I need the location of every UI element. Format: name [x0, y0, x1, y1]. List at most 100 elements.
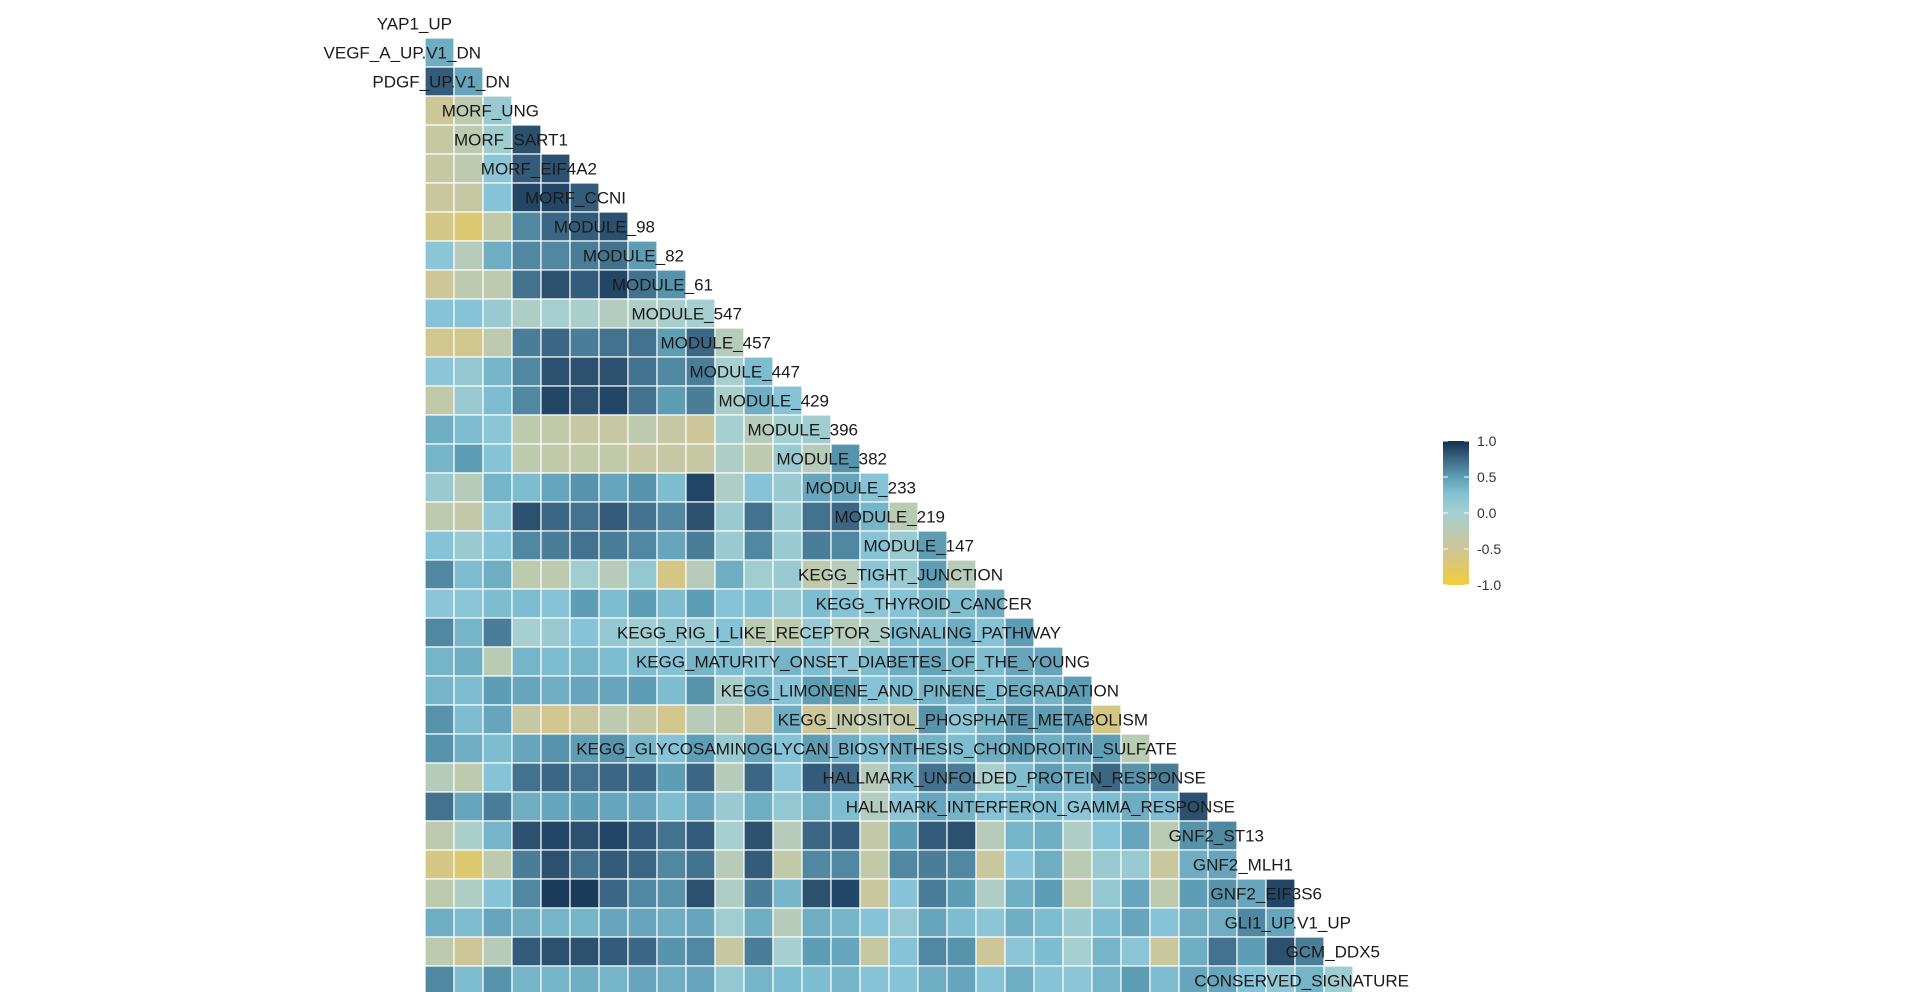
legend-tick-label: 1.0 — [1477, 433, 1497, 449]
heatmap-cell — [598, 936, 629, 967]
heatmap-cell — [540, 675, 571, 706]
heatmap-cell — [1120, 820, 1151, 851]
heatmap-cell — [1265, 878, 1296, 909]
heatmap-cell — [482, 385, 513, 416]
heatmap-cell — [598, 965, 629, 992]
heatmap-cell — [801, 472, 832, 503]
heatmap-cell — [685, 472, 716, 503]
heatmap-cell — [540, 936, 571, 967]
heatmap-cell — [569, 182, 600, 213]
heatmap-cell — [714, 443, 745, 474]
heatmap-cell — [627, 907, 658, 938]
heatmap-cell — [1207, 907, 1238, 938]
heatmap-cell — [482, 327, 513, 358]
heatmap-cell — [1033, 820, 1064, 851]
heatmap-cell — [946, 675, 977, 706]
heatmap-cell — [830, 443, 861, 474]
heatmap-cell — [1033, 936, 1064, 967]
heatmap-cell — [1033, 646, 1064, 677]
variable-label: KEGG_MATURITY_ONSET_DIABETES_OF_THE_YOUN… — [636, 653, 1090, 672]
heatmap-cell — [656, 414, 687, 445]
heatmap-cell — [1062, 936, 1093, 967]
heatmap-cell — [656, 791, 687, 822]
heatmap-cell — [569, 878, 600, 909]
heatmap-cell — [685, 849, 716, 880]
heatmap-cell — [482, 878, 513, 909]
heatmap-cell — [482, 820, 513, 851]
heatmap-cell — [627, 472, 658, 503]
heatmap-cell — [917, 936, 948, 967]
heatmap-cell — [453, 907, 484, 938]
heatmap-cell — [714, 356, 745, 387]
heatmap-cell — [714, 501, 745, 532]
heatmap-cell — [859, 907, 890, 938]
heatmap-cell — [540, 385, 571, 416]
heatmap-cell — [714, 704, 745, 735]
heatmap-cell — [714, 472, 745, 503]
variable-label: PDGF_UP.V1_DN — [372, 73, 510, 92]
heatmap-cell — [569, 530, 600, 561]
heatmap-cell — [1149, 878, 1180, 909]
heatmap-cell — [598, 617, 629, 648]
heatmap-cell — [917, 791, 948, 822]
heatmap-cell — [888, 588, 919, 619]
heatmap-cell — [511, 820, 542, 851]
heatmap-cell — [569, 385, 600, 416]
heatmap-cell — [627, 240, 658, 271]
heatmap-cell — [685, 501, 716, 532]
heatmap-cell — [801, 849, 832, 880]
heatmap-cell — [424, 356, 455, 387]
heatmap-cell — [946, 646, 977, 677]
heatmap-cell — [917, 588, 948, 619]
heatmap-cell — [424, 762, 455, 793]
heatmap-cell — [569, 675, 600, 706]
heatmap-cell — [482, 965, 513, 992]
heatmap-cell — [714, 762, 745, 793]
heatmap-cell — [975, 820, 1006, 851]
legend-tick-label: 0.0 — [1477, 505, 1497, 521]
heatmap-cell — [540, 501, 571, 532]
heatmap-cell — [772, 588, 803, 619]
heatmap-cell — [743, 849, 774, 880]
heatmap-cell — [540, 414, 571, 445]
heatmap-cell — [627, 675, 658, 706]
heatmap-cell — [569, 501, 600, 532]
heatmap-cell — [569, 211, 600, 242]
heatmap-cell — [598, 907, 629, 938]
heatmap-cell — [714, 820, 745, 851]
heatmap-cell — [540, 907, 571, 938]
heatmap-cell — [598, 530, 629, 561]
heatmap-cell — [1236, 965, 1267, 992]
heatmap-cell — [569, 559, 600, 590]
heatmap-cell — [946, 965, 977, 992]
heatmap-cell — [540, 588, 571, 619]
variable-label: MODULE_396 — [747, 421, 858, 440]
heatmap-cell — [482, 791, 513, 822]
heatmap-cell — [772, 501, 803, 532]
heatmap-cell — [482, 501, 513, 532]
heatmap-cell — [424, 936, 455, 967]
heatmap-cell — [540, 182, 571, 213]
heatmap-cell — [453, 588, 484, 619]
heatmap-cell — [511, 559, 542, 590]
variable-label: GLI1_UP.V1_UP — [1225, 914, 1351, 933]
heatmap-cell — [598, 588, 629, 619]
heatmap-cell — [743, 588, 774, 619]
heatmap-cell — [424, 472, 455, 503]
heatmap-cell — [859, 617, 890, 648]
heatmap-cell — [1091, 791, 1122, 822]
heatmap-cell — [1004, 907, 1035, 938]
heatmap-cell — [1091, 704, 1122, 735]
heatmap-cell — [453, 211, 484, 242]
heatmap-cell — [598, 791, 629, 822]
heatmap-cell — [946, 936, 977, 967]
heatmap-cell — [453, 704, 484, 735]
heatmap-cell — [627, 733, 658, 764]
heatmap-cell — [1178, 791, 1209, 822]
heatmap-cell — [685, 965, 716, 992]
heatmap-cell — [830, 849, 861, 880]
heatmap-cell — [1091, 820, 1122, 851]
heatmap-cell — [540, 704, 571, 735]
heatmap-cell — [569, 443, 600, 474]
heatmap-cell — [1091, 907, 1122, 938]
